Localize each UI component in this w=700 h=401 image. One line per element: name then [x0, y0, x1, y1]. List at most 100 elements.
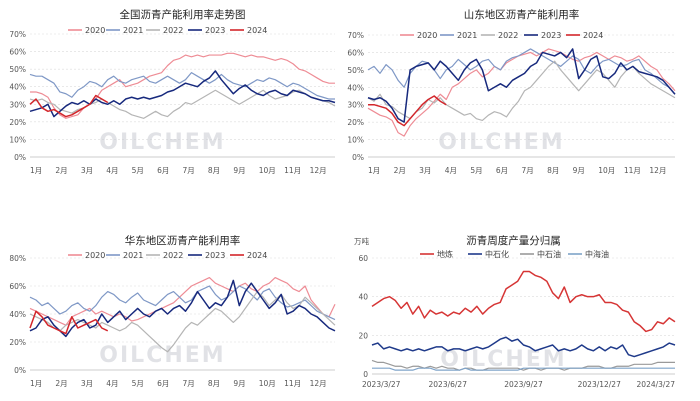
y-tick-label: 80%	[9, 254, 26, 263]
y-tick-label: 20	[358, 331, 368, 340]
x-tick-label: 6月	[157, 166, 169, 175]
series-line-2020	[367, 48, 676, 137]
y-tick-label: 0%	[14, 153, 26, 162]
x-tick-label: 9月	[233, 379, 245, 388]
series-line-中石油	[371, 359, 675, 371]
x-tick-label: 3月	[419, 166, 431, 175]
x-tick-label: 6月	[157, 379, 169, 388]
legend-label: 2020	[417, 31, 437, 40]
legend-label: 2024	[247, 251, 267, 260]
y-tick-label: 10%	[9, 135, 26, 144]
x-tick-label: 5月	[132, 166, 144, 175]
legend-label: 中石化	[485, 249, 509, 259]
y-tick-label: 0%	[352, 153, 364, 162]
y-tick-label: 60%	[9, 282, 26, 291]
chart-national: 全国沥青产能利用率走势图 0% 10% 20% 30% 40% 50% 60% 70% 1月 2月 3…	[9, 8, 336, 175]
y-tick-label: 50%	[347, 66, 364, 75]
chart-title: 沥青周度产量分归属	[466, 234, 561, 247]
legend-label: 2024	[247, 26, 267, 35]
y-tick-label: 30%	[347, 101, 364, 110]
y-tick-label: 60%	[9, 48, 26, 57]
series-line-2024	[29, 310, 109, 335]
x-tick-label: 1月	[30, 166, 42, 175]
x-tick-label: 2月	[394, 166, 406, 175]
legend-label: 2022	[498, 31, 518, 40]
x-tick-label: 8月	[208, 166, 220, 175]
y-tick-label: 20%	[9, 338, 26, 347]
series-line-2022	[367, 60, 676, 122]
x-tick-label: 8月	[208, 379, 220, 388]
y-tick-label: 60%	[347, 48, 364, 57]
legend-label: 2023	[205, 26, 225, 35]
y-tick-label: 10%	[347, 136, 364, 145]
x-tick-label: 12月	[649, 166, 666, 175]
legend-label: 2022	[163, 251, 183, 260]
watermark-text: OILCHEM	[99, 343, 225, 368]
y-tick-label: 20%	[9, 118, 26, 127]
x-tick-label: 1月	[30, 379, 42, 388]
legend-label: 2022	[163, 26, 183, 35]
legend-label: 地炼	[437, 249, 453, 259]
x-tick-label: 10月	[259, 166, 276, 175]
y-tick-label: 40%	[9, 83, 26, 92]
x-tick-label: 9月	[233, 166, 245, 175]
x-tick-label: 10月	[259, 379, 276, 388]
x-tick-label: 11月	[284, 379, 301, 388]
x-tick-label: 12月	[310, 166, 327, 175]
series-line-2023	[367, 48, 676, 123]
series-line-2023	[29, 279, 336, 338]
series-line-中石化	[371, 336, 676, 358]
legend-label: 2024	[583, 31, 603, 40]
y-tick-label: 50%	[9, 65, 26, 74]
chart-title: 华东地区沥青产能利用率	[125, 234, 241, 247]
series-line-中海油	[372, 367, 675, 371]
chart-title: 山东地区沥青产能利用率	[464, 8, 580, 21]
y-tick-label: 30%	[9, 100, 26, 109]
watermark-text: OILCHEM	[99, 130, 225, 155]
chart-title: 全国沥青产能利用率走势图	[120, 8, 246, 21]
legend-label: 2021	[457, 31, 477, 40]
series-line-2020	[30, 52, 335, 119]
x-tick-label: 5月	[132, 379, 144, 388]
chart-shandong: 山东地区沥青产能利用率 0% 10% 20% 30% 40% 50% 60% 70% 1月 2月 3月…	[347, 8, 676, 175]
x-tick-label: 2023/3/27	[362, 380, 401, 389]
chart-huadong: 华东地区沥青产能利用率 0% 20% 40% 60% 80% 1月 2月 3月 4月 5月 6月 7月 8…	[9, 234, 336, 388]
y-tick-label: 70%	[9, 30, 26, 39]
legend-label: 中石油	[537, 249, 561, 259]
x-tick-label: 12月	[310, 379, 327, 388]
series-line-2023	[29, 70, 336, 118]
x-tick-label: 3月	[81, 166, 93, 175]
x-tick-label: 7月	[183, 166, 195, 175]
x-tick-label: 2023/6/27	[429, 380, 468, 389]
y-tick-label: 0%	[14, 366, 26, 375]
x-tick-label: 11月	[624, 166, 641, 175]
y-tick-label: 20%	[347, 118, 364, 127]
y-unit-label: 万吨	[354, 236, 369, 246]
x-tick-label: 11月	[284, 166, 301, 175]
legend-label: 2021	[123, 26, 143, 35]
chart-weekly: 沥青周度产量分归属 0 20 40 60 万吨 2023/3/27 2023/6/27 2023…	[354, 234, 676, 389]
y-tick-label: 40%	[347, 83, 364, 92]
legend-label: 中海油	[585, 249, 609, 259]
x-tick-label: 6月	[496, 166, 508, 175]
x-tick-label: 2月	[55, 166, 67, 175]
x-tick-label: 2024/3/27	[637, 380, 676, 389]
x-tick-label: 2023/9/27	[504, 380, 543, 389]
x-tick-label: 4月	[106, 379, 118, 388]
y-tick-label: 0	[363, 370, 368, 379]
y-tick-label: 70%	[347, 31, 364, 40]
x-tick-label: 4月	[106, 166, 118, 175]
legend-label: 2023	[541, 31, 561, 40]
legend-label: 2023	[205, 251, 225, 260]
y-tick-label: 60	[358, 254, 368, 263]
series-line-2024	[368, 95, 447, 127]
x-tick-label: 2月	[55, 379, 67, 388]
legend-label: 2020	[85, 26, 105, 35]
y-tick-label: 40	[358, 293, 368, 302]
x-tick-label: 7月	[522, 166, 534, 175]
x-tick-label: 2023/12/27	[578, 380, 621, 389]
watermark-text: OILCHEM	[438, 130, 564, 155]
y-tick-label: 40%	[9, 310, 26, 319]
series-line-地炼	[371, 270, 676, 333]
